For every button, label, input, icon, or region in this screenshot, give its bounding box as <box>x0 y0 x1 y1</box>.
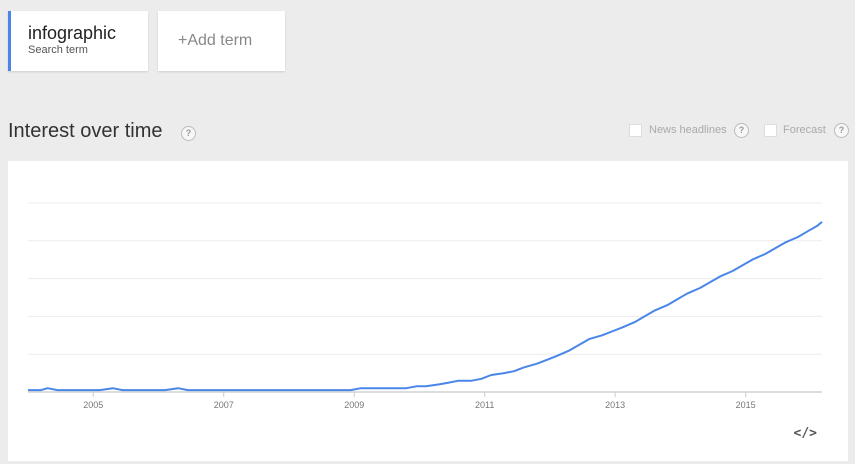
add-term-button[interactable]: +Add term <box>158 11 285 71</box>
embed-code-icon[interactable]: </> <box>793 426 817 441</box>
search-term-card[interactable]: infographic Search term <box>8 11 148 71</box>
x-tick-label-2007: 2007 <box>214 400 234 410</box>
interest-over-time-chart: 2005 2007 2009 2011 2013 2015 <box>28 202 823 410</box>
forecast-checkbox[interactable] <box>764 124 777 137</box>
x-tick-label-2009: 2009 <box>344 400 364 410</box>
news-headlines-help-icon[interactable]: ? <box>734 123 749 138</box>
x-tick-label-2005: 2005 <box>83 400 103 410</box>
x-tick-label-2011: 2011 <box>475 400 494 410</box>
help-icon[interactable]: ? <box>181 126 196 141</box>
x-tick-label-2013: 2013 <box>605 400 625 410</box>
news-headlines-label: News headlines <box>649 124 727 136</box>
news-headlines-checkbox[interactable] <box>629 124 642 137</box>
forecast-label: Forecast <box>783 124 826 136</box>
add-term-label: +Add term <box>178 32 253 49</box>
interest-chart-panel: 2005 2007 2009 2011 2013 2015 </> <box>8 161 848 461</box>
forecast-help-icon[interactable]: ? <box>834 123 849 138</box>
series-line-0 <box>28 221 823 392</box>
x-tick-label-2015: 2015 <box>736 400 756 410</box>
page-title: Interest over time <box>8 120 163 142</box>
search-term-name: infographic <box>28 23 117 43</box>
search-term-subtitle: Search term <box>28 44 88 56</box>
